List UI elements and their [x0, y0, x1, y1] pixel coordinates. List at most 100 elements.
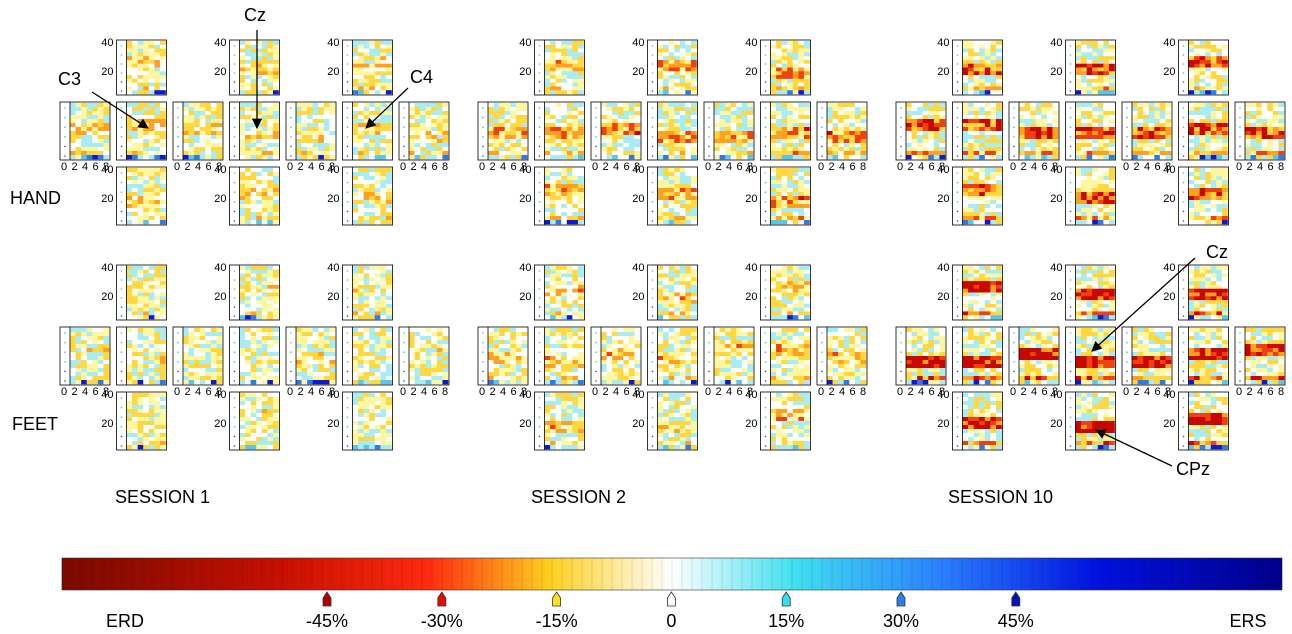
tf-cell: [725, 103, 731, 107]
tf-cell: [245, 71, 251, 75]
tf-cell: [375, 135, 381, 139]
tf-cell: [1103, 60, 1109, 64]
tf-cell: [1222, 45, 1228, 49]
tf-cell: [380, 184, 386, 188]
tf-cell: [154, 45, 160, 49]
panel-dot: [482, 146, 484, 148]
tf-cell: [154, 176, 160, 180]
tf-cell: [985, 41, 991, 45]
tf-cell: [804, 192, 810, 196]
tf-cell: [827, 131, 833, 135]
tf-cell: [262, 344, 268, 348]
tf-cell: [979, 168, 985, 172]
tf-cell: [674, 107, 680, 111]
tf-cell: [691, 56, 697, 60]
tf-cell: [787, 68, 793, 72]
tf-cell: [934, 119, 940, 123]
tf-cell: [906, 143, 912, 147]
tf-cell: [747, 111, 753, 115]
tf-cell: [375, 208, 381, 212]
tf-cell: [1154, 131, 1160, 135]
tf-cell: [1222, 68, 1228, 72]
tf-cell: [804, 68, 810, 72]
tf-cell: [87, 372, 93, 376]
tf-cell: [990, 147, 996, 151]
tf-cell: [838, 123, 844, 127]
tf-cell: [499, 151, 505, 155]
tf-cell: [70, 340, 76, 344]
tf-cell: [776, 45, 782, 49]
tf-cell: [87, 119, 93, 123]
tf-cell: [380, 86, 386, 90]
tf-cell: [1267, 147, 1273, 151]
panel-dot: [957, 117, 959, 119]
tf-panel: 4020: [101, 164, 166, 225]
tf-cell: [516, 119, 522, 123]
tf-cell: [267, 64, 273, 68]
tf-cell: [245, 131, 251, 135]
tf-cell: [262, 293, 268, 297]
tf-cell: [149, 368, 155, 372]
tf-cell: [127, 172, 133, 176]
tf-cell: [1087, 204, 1093, 208]
tf-cell: [658, 131, 664, 135]
tf-cell: [934, 139, 940, 143]
tf-cell: [1211, 139, 1217, 143]
tf-cell: [256, 196, 262, 200]
tf-cell: [607, 151, 613, 155]
panel-dot: [482, 155, 484, 157]
tf-cell: [1200, 200, 1206, 204]
tf-cell: [720, 103, 726, 107]
tf-cell: [979, 119, 985, 123]
tf-cell: [1278, 151, 1284, 155]
tf-cell: [1087, 200, 1093, 204]
tf-cell: [1109, 41, 1115, 45]
tf-cell: [375, 139, 381, 143]
tf-cell: [1222, 176, 1228, 180]
tf-panel: 02468: [591, 102, 641, 173]
tf-cell: [572, 86, 578, 90]
tf-cell: [183, 368, 189, 372]
tf-cell: [669, 216, 675, 220]
tf-cell: [1098, 90, 1104, 94]
tf-cell: [634, 111, 640, 115]
tf-cell: [663, 176, 669, 180]
tf-cell: [985, 103, 991, 107]
tf-cell: [923, 151, 929, 155]
tf-cell: [154, 348, 160, 352]
tf-cell: [561, 119, 567, 123]
tf-cell: [307, 119, 313, 123]
tf-cell: [143, 220, 149, 224]
tf-cell: [844, 127, 850, 131]
tf-panel: 02468: [896, 102, 946, 173]
tf-cell: [607, 143, 613, 147]
tf-cell: [906, 139, 912, 143]
tf-cell: [1138, 131, 1144, 135]
tf-cell: [1216, 172, 1222, 176]
tf-cell: [154, 86, 160, 90]
tf-cell: [1216, 168, 1222, 172]
tf-cell: [200, 123, 206, 127]
x-tick-label: 4: [195, 386, 201, 398]
tf-cell: [1087, 184, 1093, 188]
tf-cell: [556, 188, 562, 192]
tf-cell: [409, 115, 415, 119]
tf-cell: [329, 131, 335, 135]
tf-cell: [132, 75, 138, 79]
tf-cell: [1273, 131, 1279, 135]
tf-cell: [793, 68, 799, 72]
tf-cell: [793, 131, 799, 135]
tf-cell: [990, 131, 996, 135]
y-tick-label: 20: [327, 291, 339, 303]
tf-cell: [561, 75, 567, 79]
tf-cell: [76, 143, 82, 147]
tf-cell: [561, 56, 567, 60]
tf-cell: [1087, 90, 1093, 94]
tf-cell: [601, 115, 607, 119]
tf-cell: [963, 68, 969, 72]
tf-cell: [974, 172, 980, 176]
tf-cell: [92, 119, 98, 123]
tf-cell: [844, 111, 850, 115]
tf-cell: [601, 143, 607, 147]
tf-cell: [240, 204, 246, 208]
